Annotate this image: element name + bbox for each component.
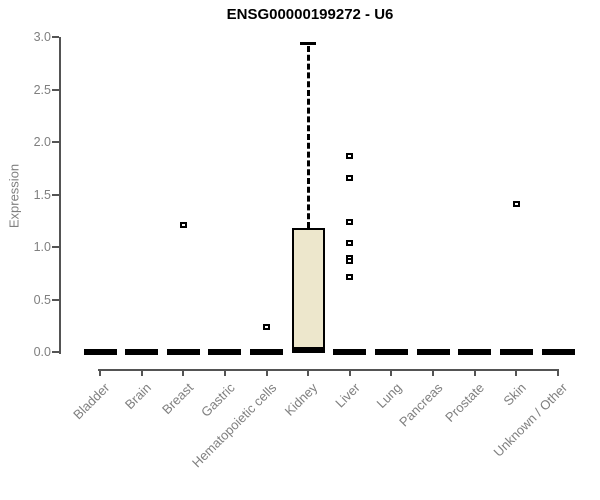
x-axis-category-label: Pancreas: [396, 380, 446, 430]
box: [291, 228, 325, 350]
x-axis-category-label: Unknown / Other: [491, 380, 571, 460]
y-axis-tick: [52, 88, 59, 91]
x-axis-category-label: Breast: [158, 380, 196, 418]
x-axis-category-label: Liver: [331, 380, 363, 411]
median-bar: [333, 349, 367, 355]
x-axis-tick: [390, 369, 393, 376]
median-bar: [499, 349, 533, 355]
outlier-point: [261, 323, 271, 330]
x-axis-category-label: Lung: [373, 380, 405, 412]
outlier-point: [344, 152, 354, 159]
x-axis-tick: [432, 369, 435, 376]
x-axis-tick: [140, 369, 143, 376]
median-bar: [166, 349, 200, 355]
median-bar: [374, 349, 408, 355]
median-bar: [458, 349, 492, 355]
chart-title: ENSG00000199272 - U6: [226, 6, 394, 23]
outlier-point: [344, 274, 354, 281]
x-axis-line: [98, 369, 558, 371]
y-axis-line: [59, 37, 61, 354]
x-axis-tick: [515, 369, 518, 376]
median-bar: [250, 349, 284, 355]
y-axis-tick-label: 0.5: [33, 292, 51, 307]
median-bar: [208, 349, 242, 355]
y-axis-tick: [52, 141, 59, 143]
x-axis-tick: [348, 369, 351, 376]
outlier-point: [344, 218, 354, 225]
median-bar: [125, 349, 159, 355]
median-bar: [416, 349, 450, 355]
outlier-point: [344, 174, 354, 181]
y-axis-tick: [52, 298, 59, 301]
median-bar: [291, 346, 325, 353]
median-bar: [541, 349, 575, 355]
x-axis-category-label: Prostate: [442, 380, 488, 425]
y-axis-tick-label: 2.5: [33, 82, 51, 97]
x-axis-category-label: Kidney: [282, 380, 321, 419]
outlier-point: [510, 200, 520, 207]
y-axis-tick-label: 1.5: [33, 187, 51, 202]
whisker-cap: [300, 42, 317, 46]
whisker-dashed-line: [306, 46, 310, 229]
outlier-point: [344, 239, 354, 246]
x-axis-tick: [307, 369, 310, 376]
x-axis-tick: [557, 369, 559, 376]
y-axis-tick: [52, 193, 59, 196]
y-axis-tick-label: 2.0: [33, 135, 51, 149]
x-axis-category-label: Bladder: [70, 380, 113, 423]
x-axis-tick: [473, 369, 476, 376]
x-axis-category-label: Skin: [500, 380, 529, 409]
y-axis-tick-label: 1.0: [33, 240, 51, 254]
x-axis-tick: [223, 369, 226, 376]
x-axis-category-label: Brain: [122, 380, 155, 413]
outlier-point: [344, 257, 354, 264]
x-axis-category-label: Gastric: [197, 380, 238, 420]
y-axis-tick-label: 0.0: [33, 345, 51, 359]
y-axis-tick: [52, 246, 59, 248]
x-axis-tick: [99, 369, 101, 376]
y-axis-tick: [52, 351, 59, 353]
y-axis-tick: [52, 36, 59, 38]
x-axis-tick: [265, 369, 268, 376]
x-axis-tick: [182, 369, 185, 376]
outlier-point: [177, 221, 187, 228]
median-bar: [83, 349, 117, 355]
y-axis-tick-label: 3.0: [33, 30, 51, 44]
